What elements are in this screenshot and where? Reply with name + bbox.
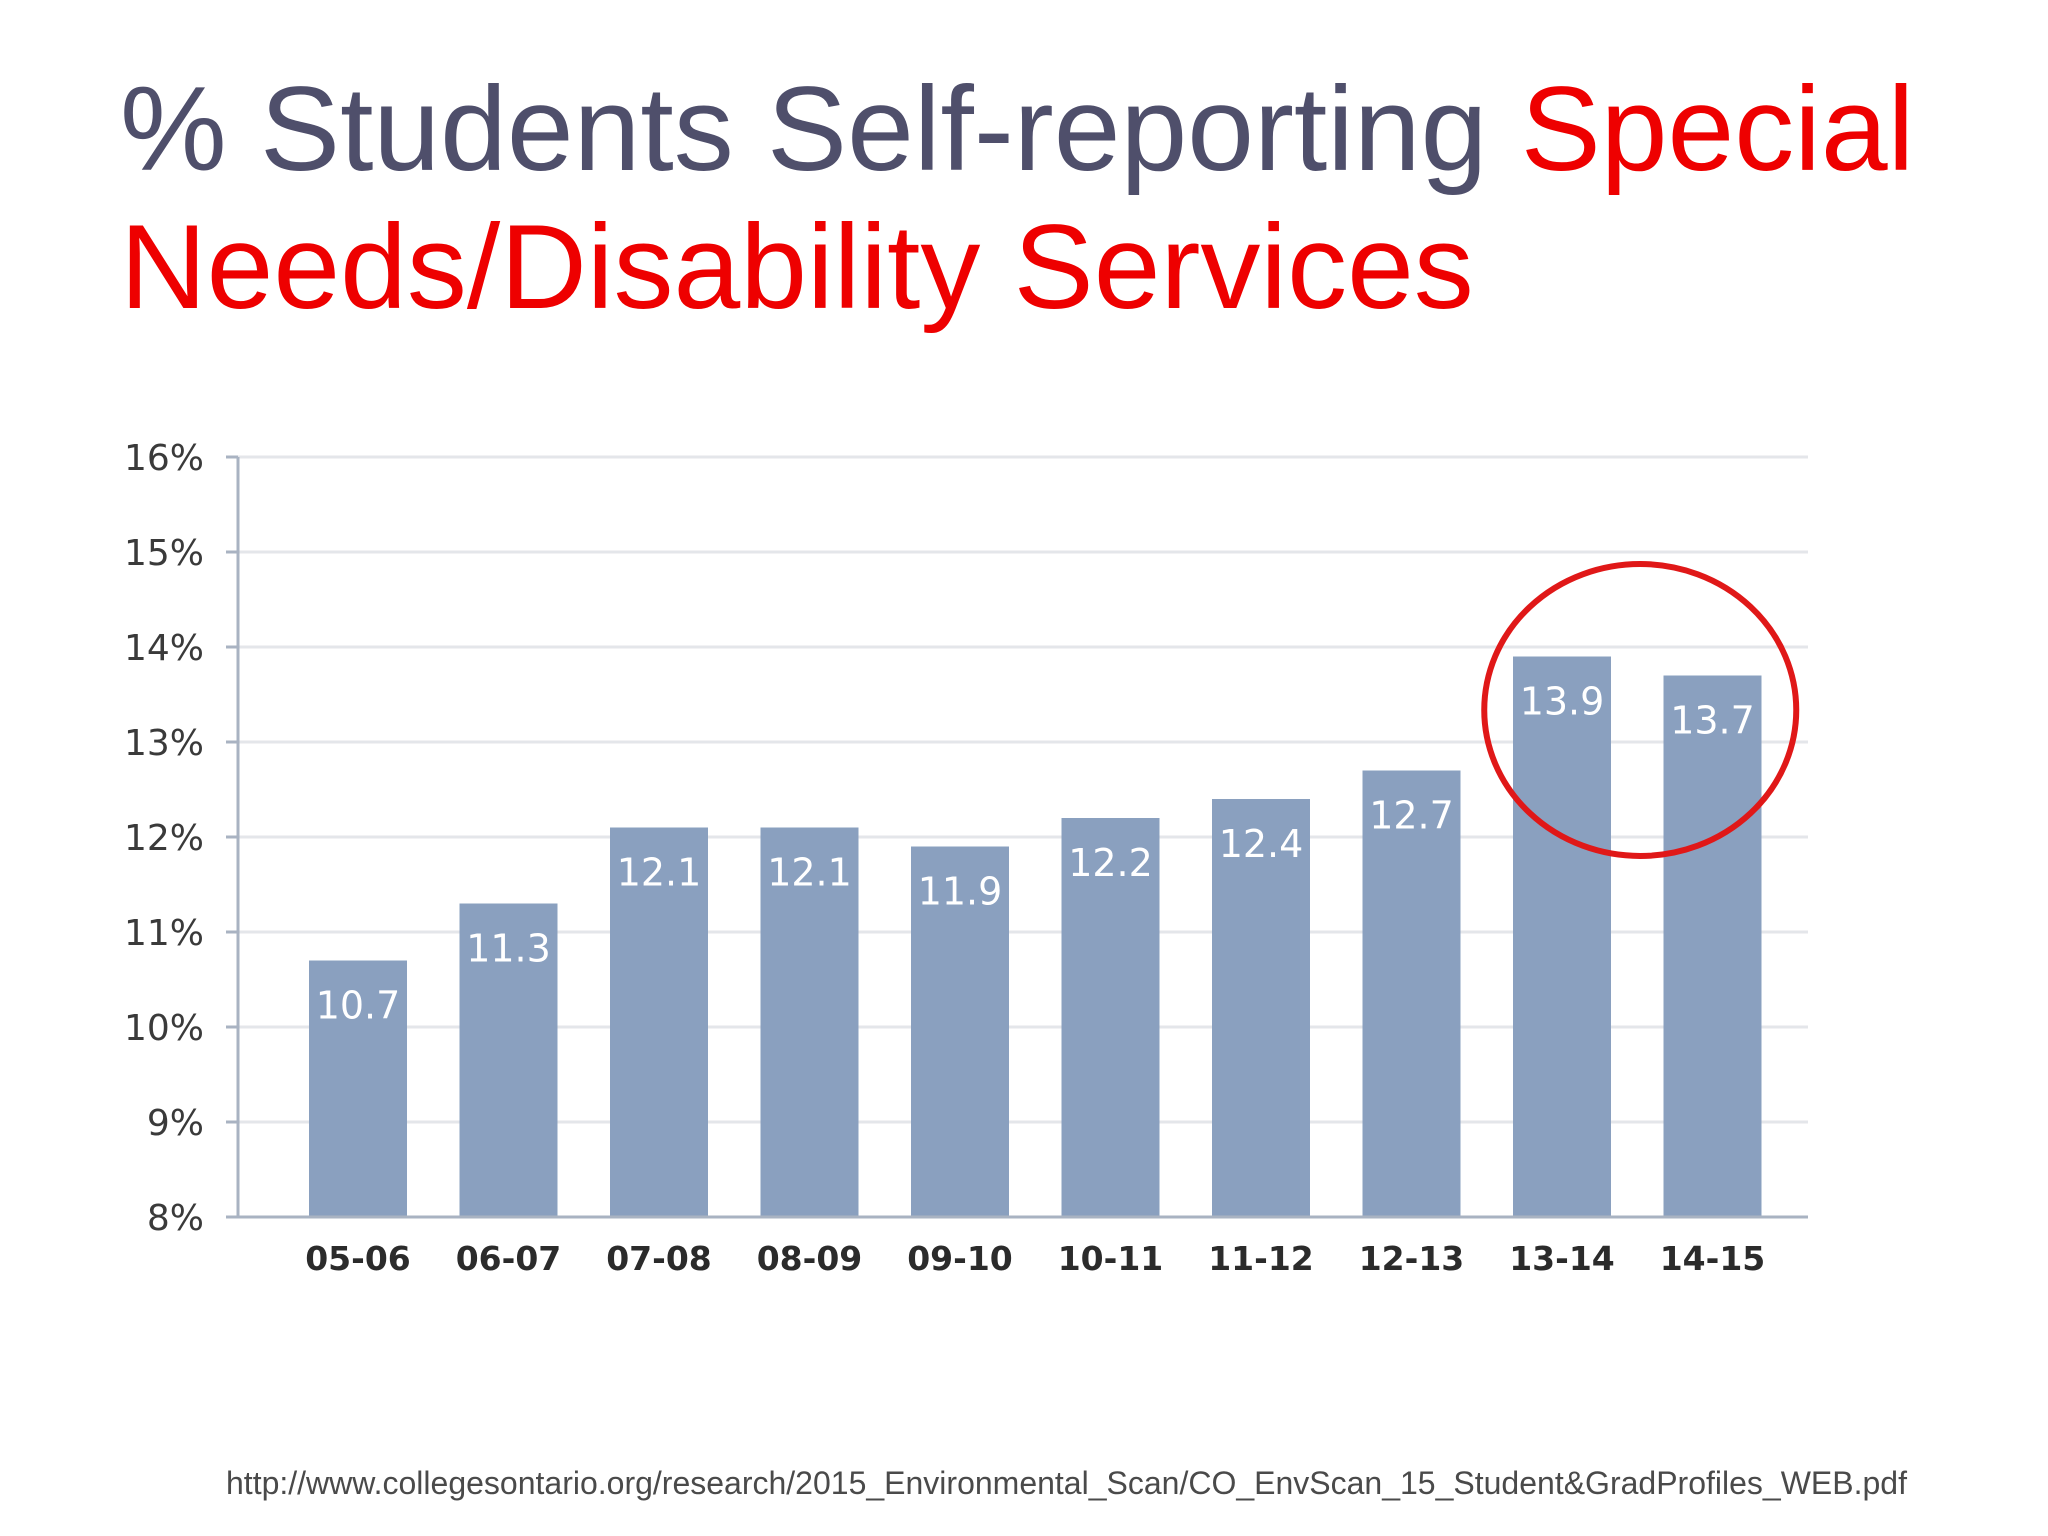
bar: [1362, 770, 1461, 1217]
data-label: 11.3: [466, 927, 551, 971]
x-tick-label: 07-08: [606, 1239, 712, 1278]
x-tick-label: 06-07: [456, 1239, 562, 1278]
y-tick-label: 15%: [124, 533, 204, 574]
y-tick-label: 12%: [124, 818, 204, 859]
data-label: 12.2: [1068, 841, 1153, 885]
data-label: 13.7: [1670, 699, 1755, 743]
data-label: 11.9: [918, 870, 1003, 914]
y-tick-label: 16%: [124, 438, 204, 479]
x-tick-label: 09-10: [907, 1239, 1013, 1278]
data-label: 12.4: [1219, 822, 1304, 866]
x-tick-label: 12-13: [1359, 1239, 1465, 1278]
source-url: http://www.collegesontario.org/research/…: [226, 1465, 1907, 1501]
x-tick-label: 14-15: [1660, 1239, 1766, 1278]
bar: [760, 827, 859, 1217]
bar: [1663, 675, 1762, 1217]
y-tick-label: 13%: [124, 723, 204, 764]
y-tick-label: 8%: [147, 1198, 204, 1239]
data-label: 12.1: [767, 851, 852, 895]
bar: [610, 827, 708, 1217]
bar: [911, 846, 1009, 1217]
y-tick-label: 14%: [124, 628, 204, 669]
x-tick-label: 08-09: [757, 1239, 863, 1278]
slide-title: % Students Self-reporting Special Needs/D…: [120, 60, 1920, 336]
data-label: 12.1: [617, 851, 702, 895]
title-red-part-1: Special: [1520, 62, 1915, 196]
y-tick-label: 11%: [124, 913, 204, 954]
title-red-part-2: Needs/Disability Services: [120, 200, 1474, 334]
highlight-circle: [1481, 561, 1800, 859]
data-label: 12.7: [1369, 794, 1454, 838]
bar: [459, 903, 558, 1217]
y-tick-label: 10%: [124, 1008, 204, 1049]
bar: [1061, 818, 1160, 1217]
data-label: 13.9: [1520, 680, 1605, 724]
title-dark-part: % Students Self-reporting: [120, 62, 1521, 196]
x-tick-label: 10-11: [1058, 1239, 1164, 1278]
bar: [1212, 799, 1310, 1217]
x-tick-label: 13-14: [1509, 1239, 1615, 1278]
data-label: 10.7: [316, 984, 401, 1028]
bar: [309, 960, 407, 1217]
x-tick-label: 05-06: [305, 1239, 411, 1278]
y-tick-label: 9%: [147, 1103, 204, 1144]
x-tick-label: 11-12: [1208, 1239, 1314, 1278]
bar: [1513, 656, 1611, 1217]
